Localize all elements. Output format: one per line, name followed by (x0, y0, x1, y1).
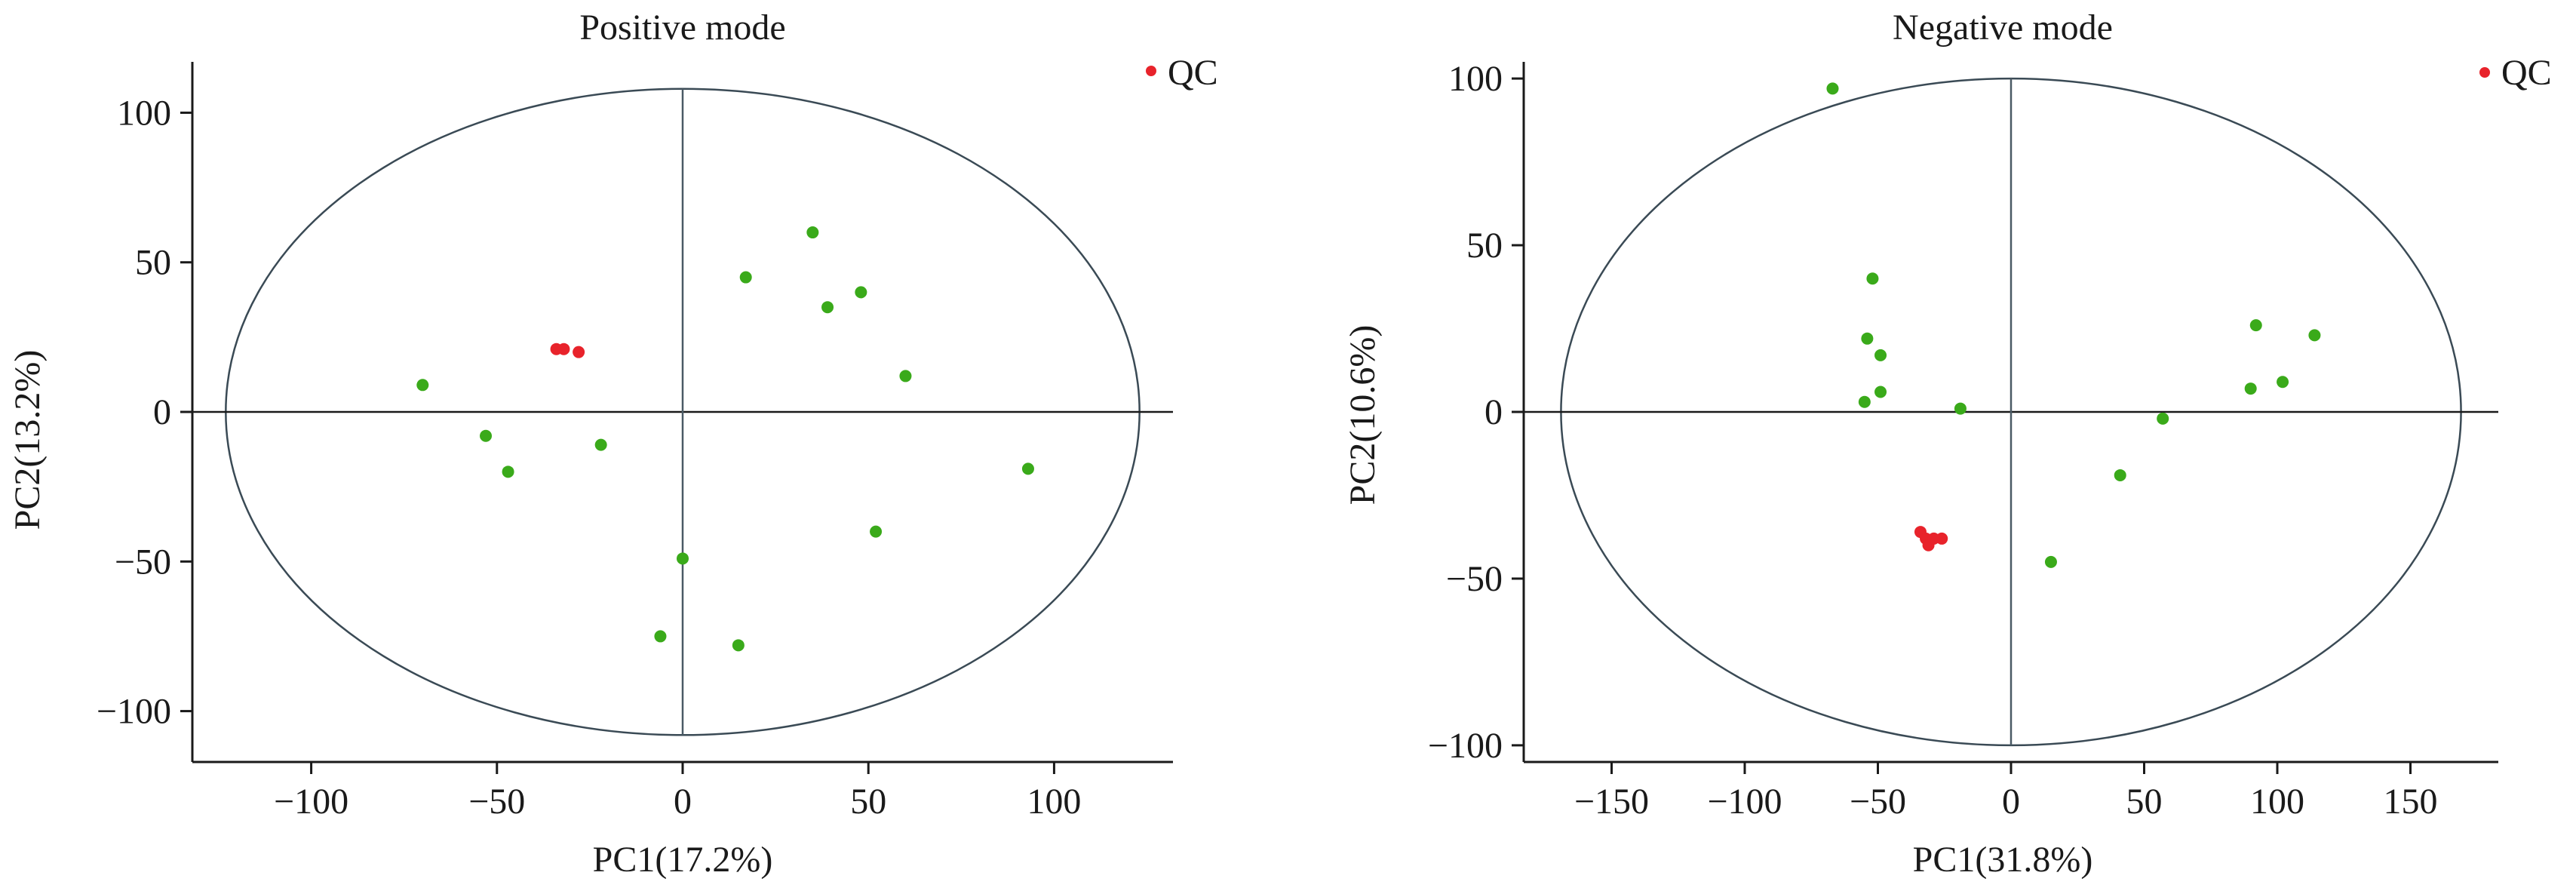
sample-point (2277, 376, 2289, 389)
sample-point (1874, 386, 1887, 398)
crosshair-layer (1524, 78, 2498, 745)
y-tick-label: −50 (1446, 559, 1503, 599)
x-tick-label: −150 (1574, 782, 1649, 822)
data-points (416, 226, 1034, 652)
sample-point (502, 465, 514, 478)
x-tick-label: −100 (1707, 782, 1782, 822)
sample-point (416, 379, 429, 392)
x-tick-label: 0 (674, 782, 692, 822)
sample-point (806, 226, 819, 239)
y-tick-label: 50 (1466, 226, 1503, 266)
sample-point (1954, 402, 1967, 415)
y-axis-label: PC2(13.2%) (8, 350, 48, 530)
x-tick-label: 150 (2384, 782, 2438, 822)
y-tick-label: −100 (97, 692, 171, 732)
sample-point (1021, 462, 1034, 475)
sample-point (654, 630, 667, 643)
y-tick-label: 0 (1485, 392, 1503, 432)
legend-label-qc: QC (1168, 53, 1218, 93)
x-tick-label: −50 (468, 782, 525, 822)
x-ticks: −100 −50 0 50 100 (274, 762, 1081, 822)
sample-point (1874, 349, 1887, 361)
sample-point (594, 438, 607, 451)
sample-point (2249, 319, 2262, 332)
y-ticks: −100 −50 0 50 100 (1428, 59, 1524, 766)
sample-point (2044, 555, 2057, 568)
sample-point (677, 552, 689, 565)
sample-point (739, 271, 752, 284)
sample-point (1861, 332, 1874, 345)
legend-label-qc: QC (2501, 53, 2552, 93)
sample-point (1826, 82, 1839, 95)
sample-point (1866, 272, 1879, 285)
x-tick-label: 100 (2250, 782, 2304, 822)
sample-point (855, 286, 867, 299)
sample-point (732, 639, 745, 652)
chart-title: Positive mode (579, 8, 785, 48)
y-tick-label: −100 (1428, 726, 1503, 766)
y-tick-label: 50 (135, 243, 171, 283)
sample-point (2244, 382, 2257, 395)
positive-mode-panel: Positive mode PC1(17.2%) PC2(13.2%) −100… (8, 8, 1218, 880)
sample-point (899, 370, 912, 382)
y-ticks: −100 −50 0 50 100 (97, 93, 192, 732)
x-tick-label: 50 (850, 782, 886, 822)
sample-point (1858, 395, 1871, 408)
x-tick-label: 0 (2002, 782, 2020, 822)
x-ticks: −150 −100 −50 0 50 100 150 (1574, 762, 2438, 822)
qc-point (573, 346, 585, 358)
y-tick-label: 100 (117, 93, 171, 133)
x-axis-label: PC1(17.2%) (593, 840, 773, 880)
x-axis-label: PC1(31.8%) (1913, 840, 2093, 880)
legend-marker-qc (1146, 66, 1156, 76)
sample-point (2157, 412, 2169, 425)
legend: QC (2479, 53, 2552, 93)
chart-title: Negative mode (1893, 8, 2113, 48)
crosshair-layer (192, 88, 1173, 736)
x-tick-label: 50 (2126, 782, 2163, 822)
y-tick-label: 0 (153, 392, 171, 432)
sample-point (2114, 469, 2126, 481)
x-tick-label: −100 (274, 782, 348, 822)
y-tick-label: 100 (1448, 59, 1503, 99)
y-axis-label: PC2(10.6%) (1343, 325, 1383, 505)
negative-mode-panel: Negative mode PC1(31.8%) PC2(10.6%) −150… (1343, 8, 2552, 880)
x-tick-label: −50 (1850, 782, 1906, 822)
data-points (1826, 82, 2321, 568)
sample-point (821, 301, 834, 314)
sample-point (480, 429, 493, 442)
sample-point (2308, 329, 2321, 342)
legend: QC (1146, 53, 1218, 93)
qc-point (1936, 532, 1948, 545)
y-tick-label: −50 (115, 542, 171, 582)
qc-point (557, 343, 570, 355)
x-tick-label: 100 (1027, 782, 1081, 822)
sample-point (870, 525, 883, 538)
legend-marker-qc (2479, 67, 2490, 78)
